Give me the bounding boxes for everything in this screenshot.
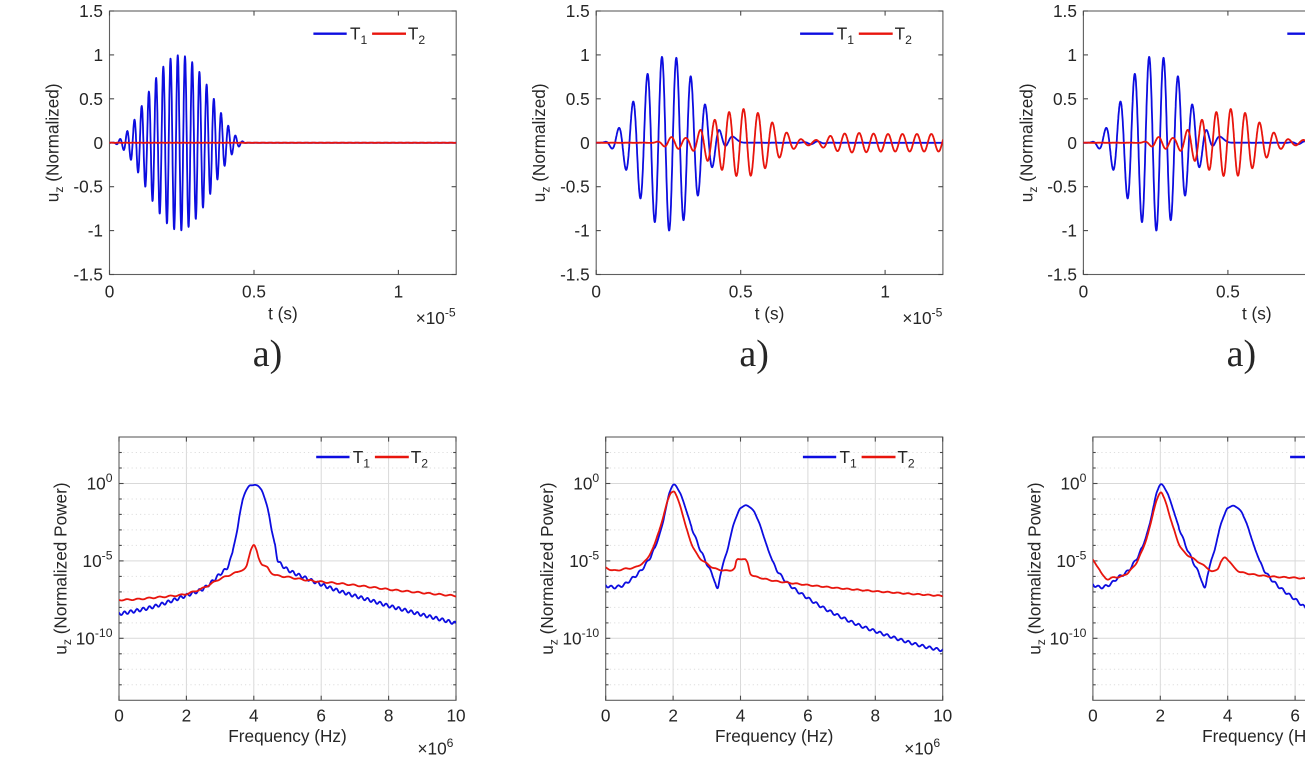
svg-text:0.5: 0.5 [79,89,103,109]
svg-text:t (s): t (s) [268,304,298,324]
svg-text:-0.5: -0.5 [1047,177,1077,197]
svg-text:a): a) [253,333,283,375]
svg-text:-1: -1 [88,221,103,241]
svg-text:0: 0 [601,706,611,726]
svg-text:0: 0 [1067,133,1077,153]
svg-text:×106: ×106 [418,736,454,758]
svg-text:-1.5: -1.5 [73,265,103,285]
svg-text:uz (Normalized Power): uz (Normalized Power) [51,482,75,654]
svg-text:4: 4 [736,706,746,726]
svg-text:uz (Normalized): uz (Normalized) [43,83,67,202]
svg-text:0: 0 [1079,282,1089,302]
svg-text:t (s): t (s) [1242,304,1272,324]
svg-text:a): a) [739,333,769,375]
svg-text:-1: -1 [1062,221,1077,241]
svg-text:8: 8 [384,706,394,726]
svg-text:uz (Normalized): uz (Normalized) [529,83,553,202]
svg-text:1.5: 1.5 [566,1,590,21]
svg-text:8: 8 [871,706,881,726]
svg-text:0.5: 0.5 [729,282,753,302]
svg-text:uz (Normalized): uz (Normalized) [1016,83,1040,202]
svg-text:0: 0 [591,282,601,302]
svg-text:6: 6 [1290,706,1300,726]
svg-text:10: 10 [933,706,952,726]
svg-text:-1: -1 [574,221,589,241]
svg-text:10: 10 [446,706,465,726]
svg-text:2: 2 [1156,706,1166,726]
svg-text:1: 1 [880,282,890,302]
svg-text:uz (Normalized Power): uz (Normalized Power) [537,482,561,654]
svg-text:0: 0 [1088,706,1098,726]
svg-text:×106: ×106 [904,736,940,758]
svg-text:4: 4 [249,706,259,726]
svg-text:2: 2 [182,706,192,726]
svg-text:1: 1 [580,45,590,65]
svg-text:a): a) [1227,333,1257,375]
svg-text:0.5: 0.5 [1053,89,1077,109]
svg-text:Frequency (Hz): Frequency (Hz) [1202,726,1305,746]
svg-text:0.5: 0.5 [1216,282,1240,302]
svg-text:1: 1 [394,282,404,302]
svg-text:0: 0 [580,133,590,153]
svg-text:4: 4 [1223,706,1233,726]
svg-text:1.5: 1.5 [1053,1,1077,21]
svg-text:t (s): t (s) [755,304,785,324]
svg-text:0: 0 [105,282,115,302]
svg-text:1.5: 1.5 [79,1,103,21]
svg-text:6: 6 [803,706,813,726]
svg-text:uz (Normalized Power): uz (Normalized Power) [1024,482,1048,654]
svg-text:1: 1 [1067,45,1077,65]
svg-text:0: 0 [114,706,124,726]
svg-text:-0.5: -0.5 [560,177,590,197]
svg-text:0.5: 0.5 [566,89,590,109]
svg-text:0.5: 0.5 [242,282,266,302]
svg-text:2: 2 [668,706,678,726]
svg-text:6: 6 [316,706,326,726]
svg-text:Frequency (Hz): Frequency (Hz) [228,726,346,746]
svg-text:-1.5: -1.5 [560,265,590,285]
svg-text:0: 0 [93,133,103,153]
svg-text:-0.5: -0.5 [73,177,103,197]
svg-text:-1.5: -1.5 [1047,265,1077,285]
svg-text:1: 1 [93,45,103,65]
svg-text:Frequency (Hz): Frequency (Hz) [715,726,833,746]
